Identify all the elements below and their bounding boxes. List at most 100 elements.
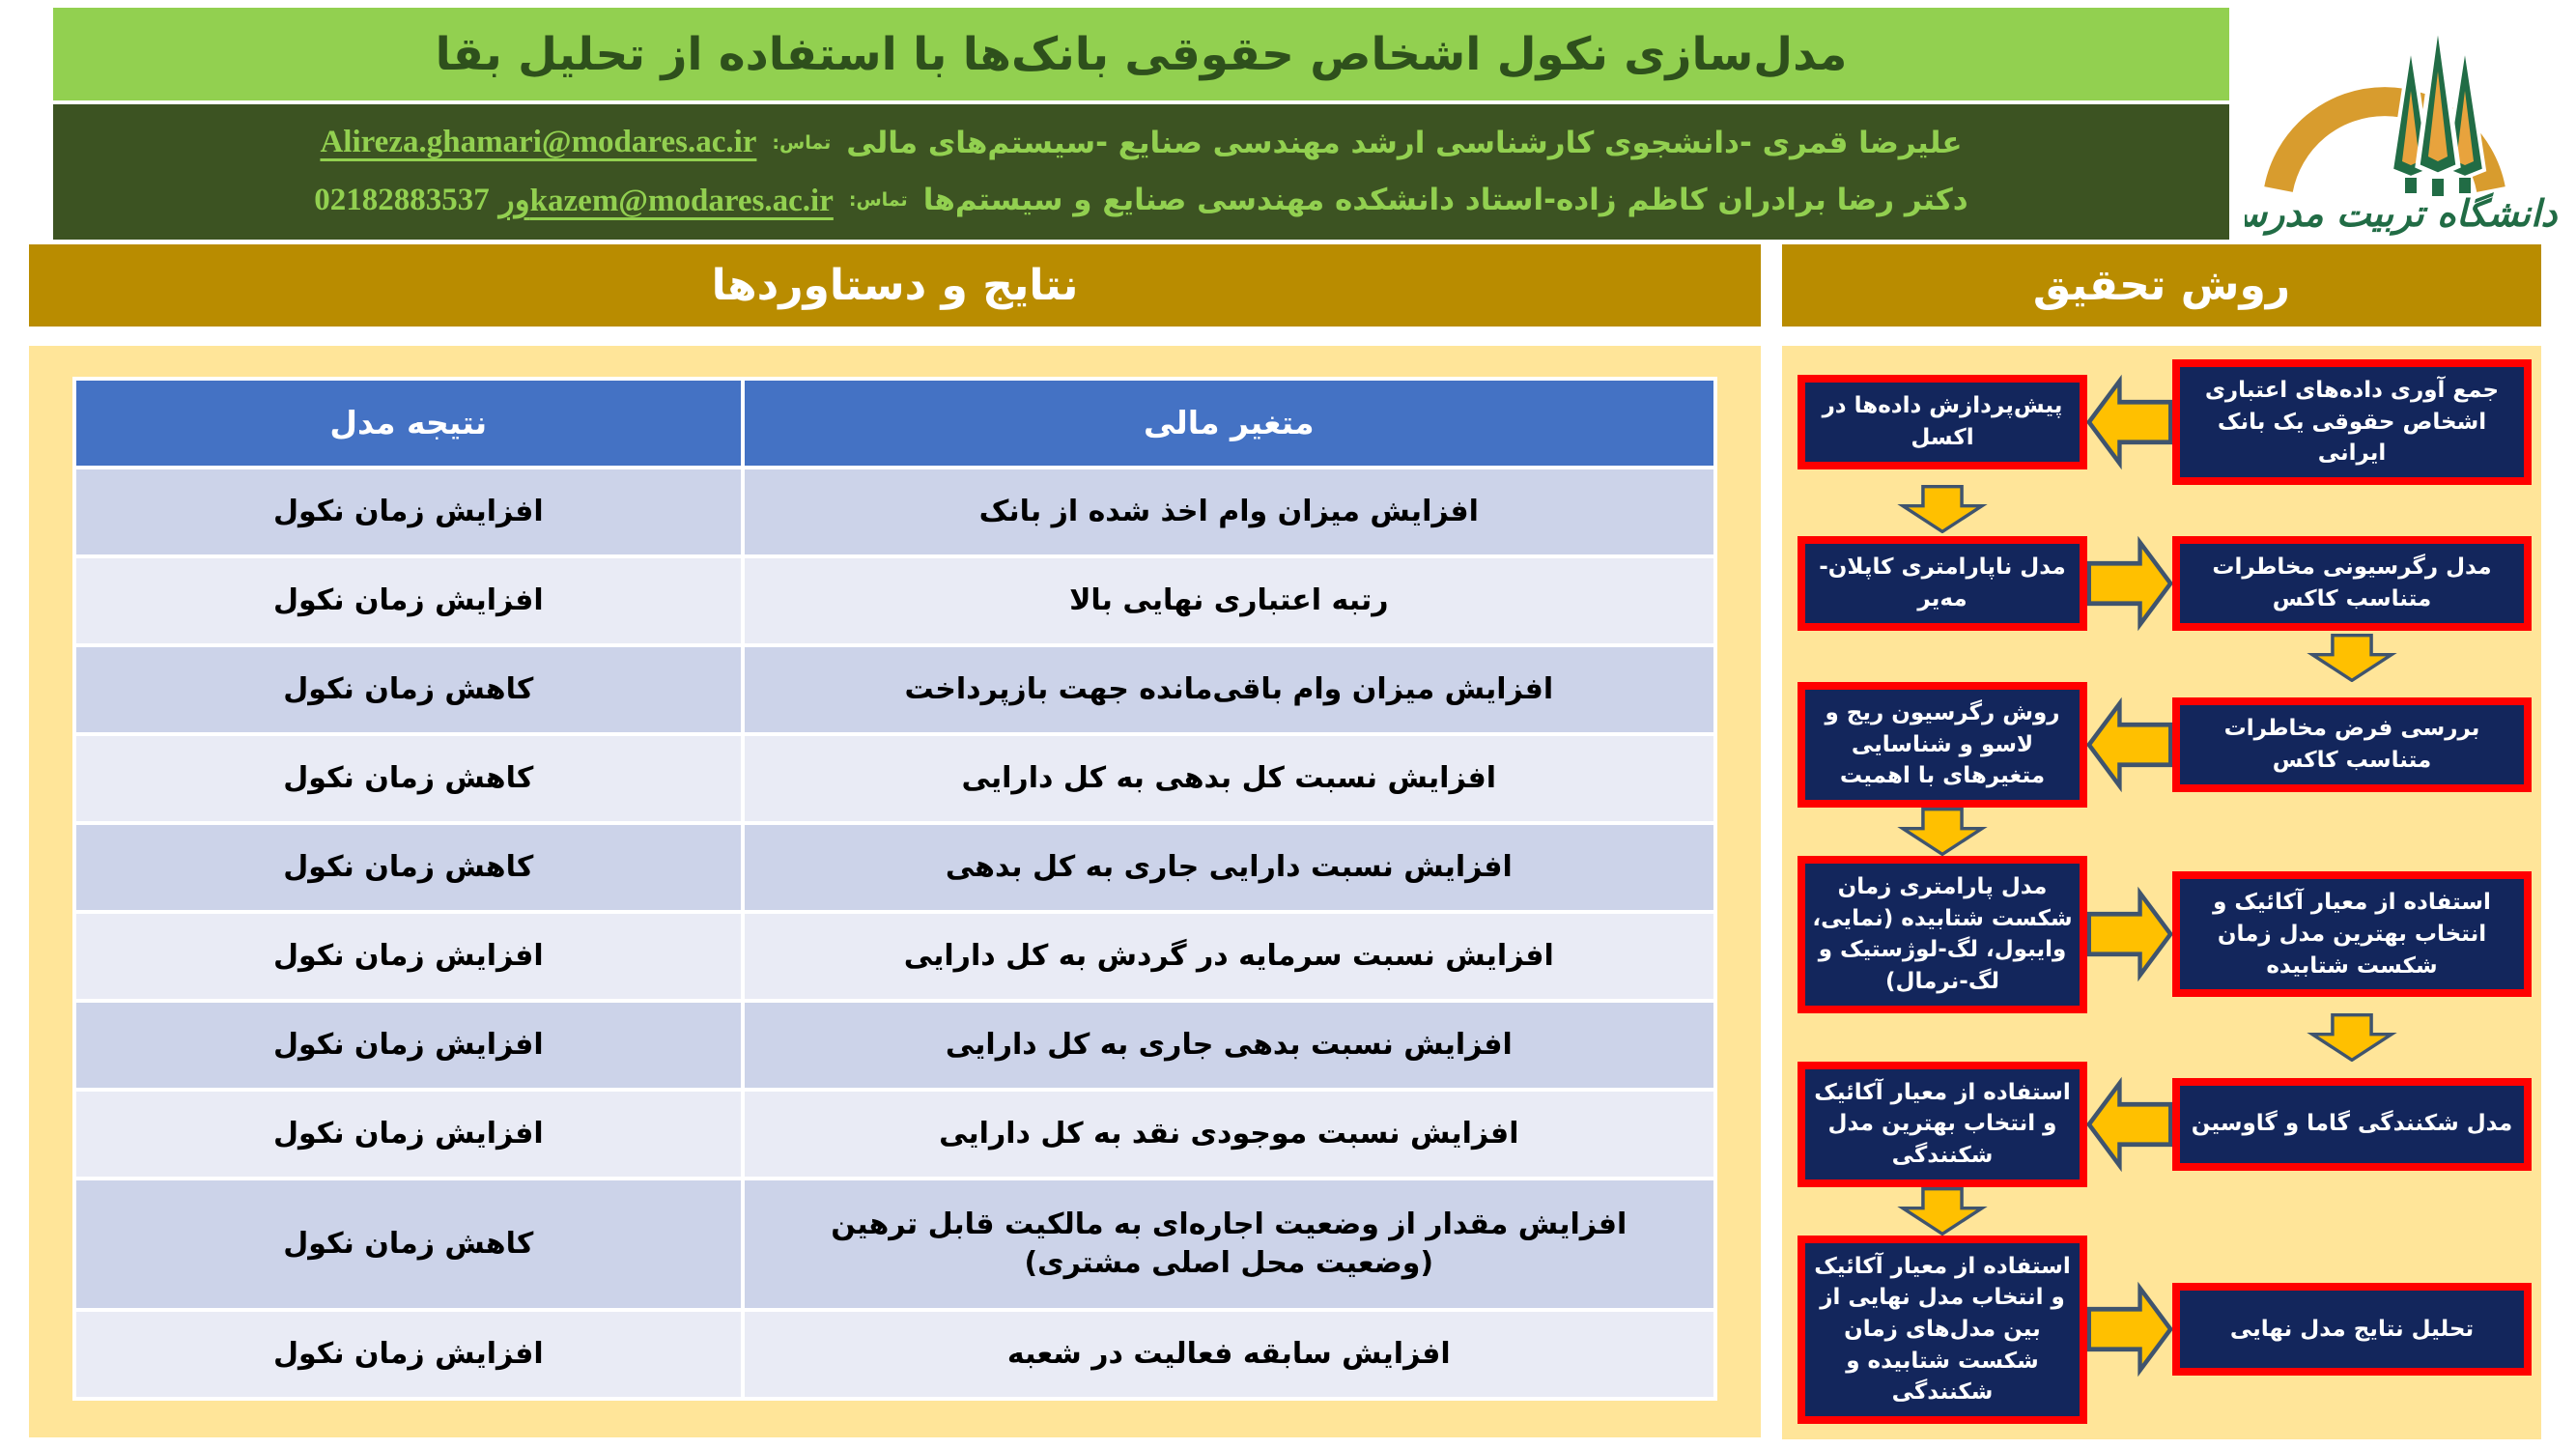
title-bar: مدل‌سازی نکول اشخاص حقوقی بانک‌ها با است… — [53, 8, 2229, 100]
author-supervisor-text: دکتر رضا برادران کاظم زاده-استاد دانشکده… — [922, 183, 1968, 217]
flow-down-arrow — [2172, 1012, 2532, 1062]
financial-variable-cell: رتبه اعتباری نهایی بالا — [744, 558, 1713, 643]
flow-step-box: مدل پارامتری زمان شکست شتابیده (نمایی، و… — [1798, 856, 2087, 1013]
logo-caption: دانشگاه تربیت مدرس — [2245, 192, 2558, 236]
table-row: افزایش نسبت کل بدهی به کل دارایی کاهش زما… — [76, 736, 1713, 821]
flow-down-arrow — [1798, 1186, 2087, 1236]
arrow-right-icon — [2087, 1282, 2172, 1378]
financial-variable-cell: افزایش نسبت دارایی جاری به کل بدهی — [744, 825, 1713, 910]
table-row: افزایش مقدار از وضعیت اجاره‌ای به مالکیت… — [76, 1180, 1713, 1308]
table-row: افزایش میزان وام اخذ شده از بانک افزایش ز… — [76, 469, 1713, 554]
flow-step-box: روش رگرسیون ریج و لاسو و شناسایی متغیرها… — [1798, 682, 2087, 808]
tarbiat-modares-logo-icon: دانشگاه تربیت مدرس — [2245, 16, 2558, 236]
method-flowchart: جمع آوری داده‌های اعتباری اشخاص حقوقی یک… — [1782, 346, 2541, 1439]
table-row: افزایش میزان وام باقی‌مانده جهت بازپرداخ… — [76, 647, 1713, 732]
table-row: افزایش نسبت بدهی جاری به کل دارایی افزایش… — [76, 1003, 1713, 1088]
results-section-header: نتایج و دستاوردها — [29, 244, 1761, 327]
flow-step-box: جمع آوری داده‌های اعتباری اشخاص حقوقی یک… — [2172, 359, 2532, 485]
author-bar: علیرضا قمری -دانشجوی کارشناسی ارشد مهندس… — [53, 104, 2229, 240]
flow-down-arrow-row — [1792, 808, 2532, 857]
university-logo: دانشگاه تربیت مدرس — [2231, 0, 2576, 240]
author-line-student: علیرضا قمری -دانشجوی کارشناسی ارشد مهندس… — [320, 125, 1962, 160]
supervisor-email-link[interactable]: ورkazem@modares.ac.ir — [498, 184, 834, 218]
model-result-cell: افزایش زمان نکول — [76, 914, 741, 999]
model-result-cell: کاهش زمان نکول — [76, 1180, 741, 1308]
model-result-cell: کاهش زمان نکول — [76, 736, 741, 821]
flow-horizontal-arrow — [2087, 695, 2172, 795]
financial-variable-cell: افزایش نسبت سرمایه در گردش به کل دارایی — [744, 914, 1713, 999]
financial-variable-cell: افزایش سابقه فعالیت در شعبه — [744, 1312, 1713, 1397]
flow-step-box: مدل رگرسیونی مخاطرات متناسب کاکس — [2172, 536, 2532, 631]
arrow-left-icon — [2087, 696, 2172, 793]
arrow-down-icon — [1897, 484, 1988, 533]
flow-row: مدل شکنندگی گاما و گاوسین استفاده از معیا… — [1792, 1061, 2532, 1187]
method-section-title: روش تحقیق — [2032, 261, 2291, 310]
flow-horizontal-arrow — [2087, 1074, 2172, 1175]
arrow-right-icon — [2087, 887, 2172, 982]
poster-title: مدل‌سازی نکول اشخاص حقوقی بانک‌ها با است… — [435, 27, 1848, 81]
table-row: افزایش نسبت دارایی جاری به کل بدهی کاهش ز… — [76, 825, 1713, 910]
arrow-right-icon — [2087, 535, 2172, 632]
table-row: افزایش نسبت موجودی نقد به کل دارایی افزای… — [76, 1092, 1713, 1177]
table-row: افزایش سابقه فعالیت در شعبه افزایش زمان ن… — [76, 1312, 1713, 1397]
table-header-row: متغیر مالی نتیجه مدل — [76, 381, 1713, 466]
model-result-cell: افزایش زمان نکول — [76, 558, 741, 643]
flow-down-arrow — [1798, 808, 2087, 857]
results-table: متغیر مالی نتیجه مدل افزایش میزان وام اخ… — [72, 377, 1717, 1401]
arrow-down-icon — [1897, 808, 1988, 857]
financial-variable-cell: افزایش نسبت بدهی جاری به کل دارایی — [744, 1003, 1713, 1088]
flow-step-box: استفاده از معیار آکائیک و انتخاب بهترین … — [2172, 871, 2532, 998]
flow-down-arrow-row — [1792, 634, 2532, 683]
flow-horizontal-arrow — [2087, 884, 2172, 984]
flow-row: استفاده از معیار آکائیک و انتخاب بهترین … — [1792, 856, 2532, 1013]
financial-variable-cell: افزایش مقدار از وضعیت اجاره‌ای به مالکیت… — [744, 1180, 1713, 1308]
table-row: رتبه اعتباری نهایی بالا افزایش زمان نکول — [76, 558, 1713, 643]
flow-step-box: استفاده از معیار آکائیک و انتخاب مدل نها… — [1798, 1235, 2087, 1424]
col-header-model-result: نتیجه مدل — [76, 381, 741, 466]
col-header-financial-variable: متغیر مالی — [744, 381, 1713, 466]
results-panel: متغیر مالی نتیجه مدل افزایش میزان وام اخ… — [29, 346, 1761, 1437]
flow-down-arrow-row — [1792, 484, 2532, 533]
arrow-left-icon — [2087, 1076, 2172, 1172]
flow-down-arrow — [1798, 484, 2087, 533]
flow-down-arrow-row — [1792, 1186, 2532, 1236]
arrow-down-icon — [1897, 1186, 1988, 1236]
table-row: افزایش نسبت سرمایه در گردش به کل دارایی ا… — [76, 914, 1713, 999]
flow-step-box: تحلیل نتایج مدل نهایی — [2172, 1283, 2532, 1377]
model-result-cell: افزایش زمان نکول — [76, 1312, 741, 1397]
flow-down-arrow-row — [1792, 1012, 2532, 1062]
model-result-cell: کاهش زمان نکول — [76, 647, 741, 732]
results-table-body: افزایش میزان وام اخذ شده از بانک افزایش ز… — [76, 469, 1713, 1397]
flow-step-box: مدل شکنندگی گاما و گاوسین — [2172, 1077, 2532, 1171]
flow-row: بررسی فرض مخاطرات متناسب کاکس روش رگرسیون… — [1792, 682, 2532, 808]
flow-horizontal-arrow — [2087, 533, 2172, 634]
results-section-title: نتایج و دستاوردها — [711, 261, 1079, 310]
model-result-cell: افزایش زمان نکول — [76, 469, 741, 554]
contact-label: تماس: — [848, 189, 908, 211]
flow-step-box: استفاده از معیار آکائیک و انتخاب بهترین … — [1798, 1061, 2087, 1187]
student-email-link[interactable]: Alireza.ghamari@modares.ac.ir — [320, 125, 757, 159]
financial-variable-cell: افزایش نسبت کل بدهی به کل دارایی — [744, 736, 1713, 821]
flow-horizontal-arrow — [2087, 1279, 2172, 1379]
method-section-header: روش تحقیق — [1782, 244, 2541, 327]
flow-step-box: بررسی فرض مخاطرات متناسب کاکس — [2172, 697, 2532, 792]
flow-down-arrow — [2172, 634, 2532, 683]
contact-label: تماس: — [772, 131, 832, 154]
flow-row: تحلیل نتایج مدل نهایی استفاده از معیار آک… — [1792, 1235, 2532, 1424]
flow-step-box: پیش‌پردازش داده‌ها در اکسل — [1798, 375, 2087, 469]
arrow-down-icon — [2307, 1012, 2397, 1062]
financial-variable-cell: افزایش نسبت موجودی نقد به کل دارایی — [744, 1092, 1713, 1177]
author-student-text: علیرضا قمری -دانشجوی کارشناسی ارشد مهندس… — [846, 125, 1963, 160]
model-result-cell: افزایش زمان نکول — [76, 1092, 741, 1177]
flow-horizontal-arrow — [2087, 372, 2172, 472]
arrow-down-icon — [2307, 634, 2397, 683]
author-line-supervisor: دکتر رضا برادران کاظم زاده-استاد دانشکده… — [314, 181, 1967, 219]
supervisor-phone: 02182883537 — [314, 182, 490, 217]
financial-variable-cell: افزایش میزان وام باقی‌مانده جهت بازپرداخ… — [744, 647, 1713, 732]
financial-variable-cell: افزایش میزان وام اخذ شده از بانک — [744, 469, 1713, 554]
flow-row: مدل رگرسیونی مخاطرات متناسب کاکس مدل ناپا… — [1792, 533, 2532, 634]
arrow-left-icon — [2087, 374, 2172, 470]
model-result-cell: کاهش زمان نکول — [76, 825, 741, 910]
method-panel: جمع آوری داده‌های اعتباری اشخاص حقوقی یک… — [1782, 346, 2541, 1439]
